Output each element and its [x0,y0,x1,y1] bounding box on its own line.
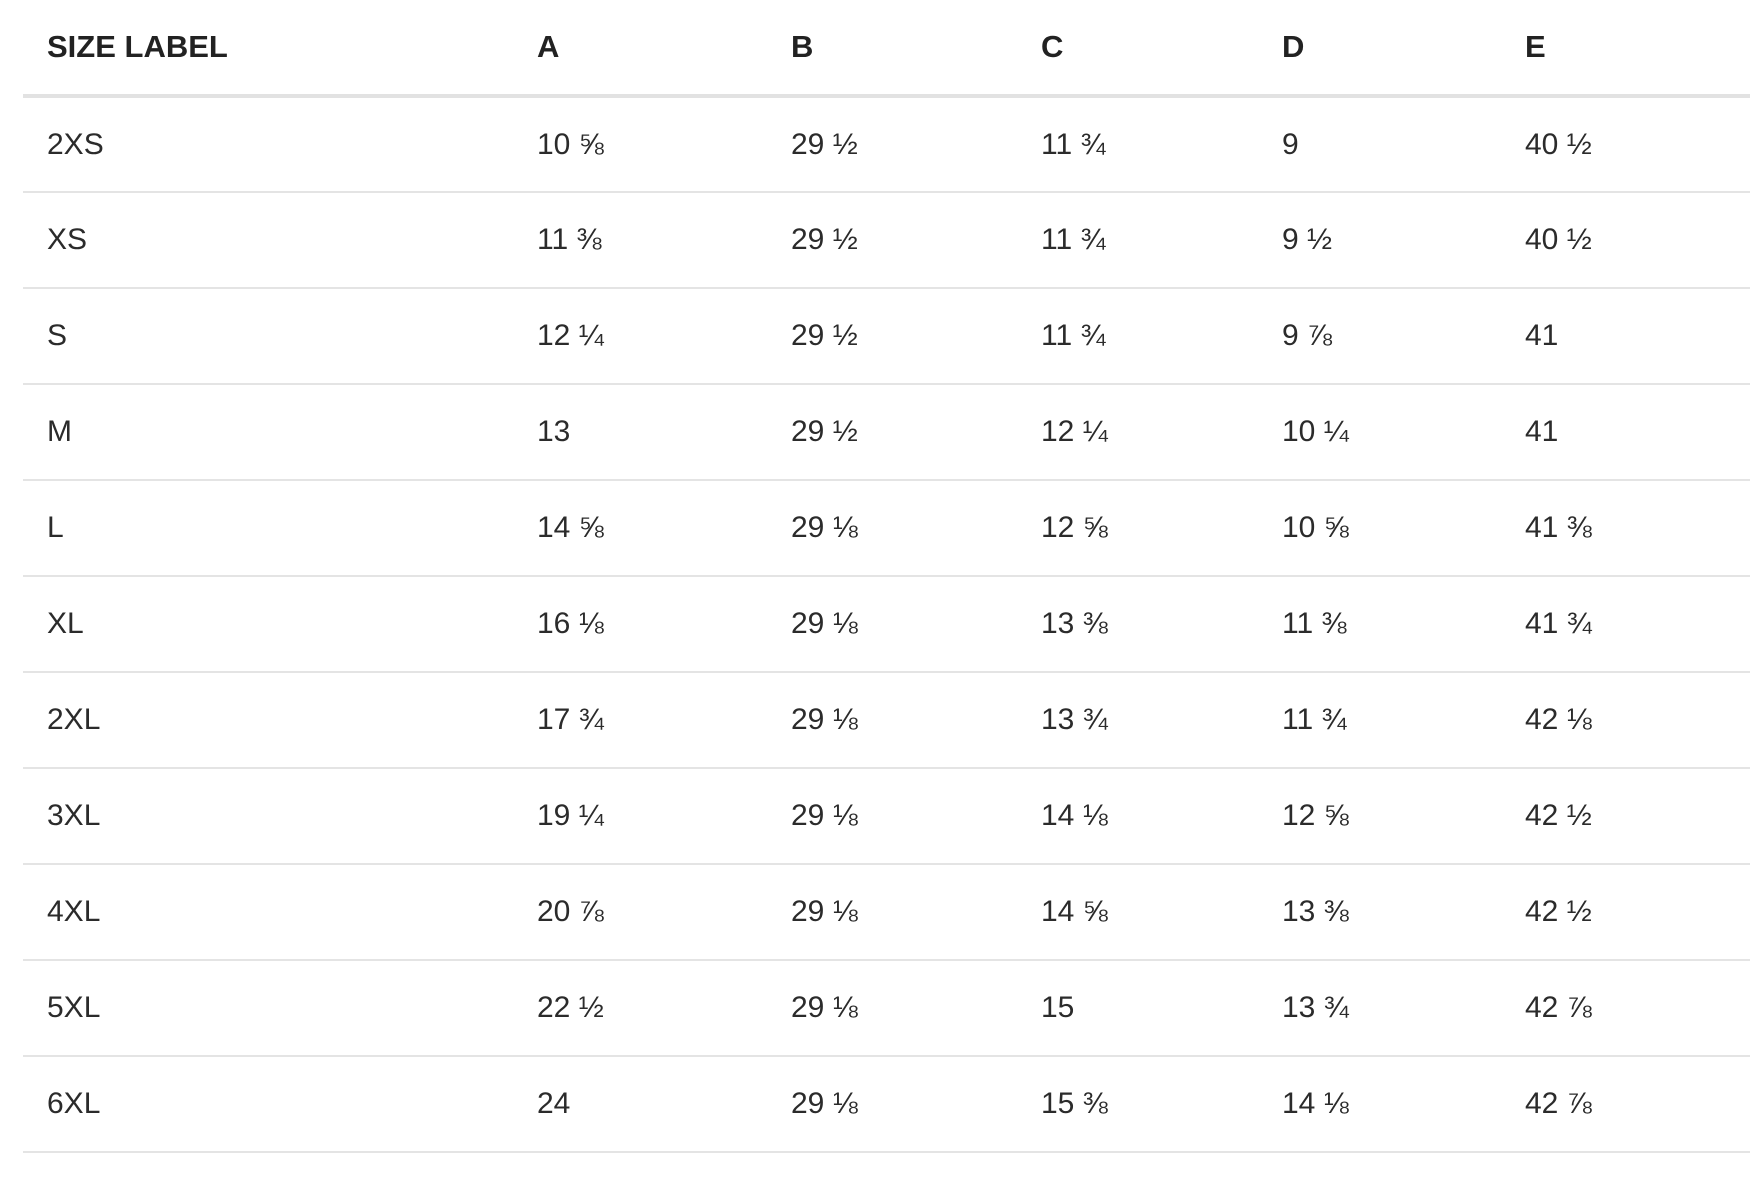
measurement-a-cell: 10 ⅝ [513,96,767,193]
measurement-c-cell: 13 ⅜ [1017,576,1258,673]
header-a: A [513,0,767,98]
measurement-b-cell: 29 ½ [767,288,1017,385]
measurement-e-cell: 40 ½ [1501,192,1750,289]
measurement-c-cell: 14 ⅝ [1017,864,1258,961]
table-row: XL 16 ⅛ 29 ⅛ 13 ⅜ 11 ⅜ 41 ¾ [23,576,1750,673]
measurement-a-cell: 17 ¾ [513,672,767,769]
table-row: 2XS 10 ⅝ 29 ½ 11 ¾ 9 40 ½ [23,96,1750,193]
table-row: S 12 ¼ 29 ½ 11 ¾ 9 ⅞ 41 [23,288,1750,385]
measurement-d-cell: 10 ⅝ [1258,480,1501,577]
measurement-c-cell: 14 ⅛ [1017,768,1258,865]
measurement-a-cell: 22 ½ [513,960,767,1057]
measurement-a-cell: 24 [513,1056,767,1153]
table-row: 4XL 20 ⅞ 29 ⅛ 14 ⅝ 13 ⅜ 42 ½ [23,864,1750,961]
header-row: SIZE LABEL A B C D E [23,0,1750,98]
measurement-b-cell: 29 ⅛ [767,864,1017,961]
measurement-a-cell: 16 ⅛ [513,576,767,673]
size-chart-table: SIZE LABEL A B C D E 2XS 10 ⅝ 29 ½ 11 ¾ … [23,0,1750,1153]
size-label-cell: XS [23,192,513,289]
size-label-cell: 3XL [23,768,513,865]
measurement-e-cell: 42 ½ [1501,864,1750,961]
measurement-b-cell: 29 ⅛ [767,480,1017,577]
table-row: L 14 ⅝ 29 ⅛ 12 ⅝ 10 ⅝ 41 ⅜ [23,480,1750,577]
measurement-b-cell: 29 ⅛ [767,768,1017,865]
size-label-cell: XL [23,576,513,673]
measurement-c-cell: 13 ¾ [1017,672,1258,769]
size-label-cell: S [23,288,513,385]
measurement-b-cell: 29 ⅛ [767,576,1017,673]
size-label-cell: 5XL [23,960,513,1057]
size-label-cell: 6XL [23,1056,513,1153]
header-e: E [1501,0,1750,98]
measurement-a-cell: 12 ¼ [513,288,767,385]
measurement-a-cell: 13 [513,384,767,481]
measurement-a-cell: 11 ⅜ [513,192,767,289]
measurement-d-cell: 14 ⅛ [1258,1056,1501,1153]
size-label-cell: M [23,384,513,481]
measurement-d-cell: 13 ¾ [1258,960,1501,1057]
measurement-b-cell: 29 ⅛ [767,672,1017,769]
measurement-e-cell: 40 ½ [1501,96,1750,193]
measurement-c-cell: 11 ¾ [1017,96,1258,193]
header-d: D [1258,0,1501,98]
measurement-c-cell: 15 [1017,960,1258,1057]
measurement-e-cell: 42 ⅛ [1501,672,1750,769]
measurement-e-cell: 42 ⅞ [1501,960,1750,1057]
table-header: SIZE LABEL A B C D E [23,0,1750,98]
measurement-e-cell: 42 ⅞ [1501,1056,1750,1153]
measurement-d-cell: 13 ⅜ [1258,864,1501,961]
measurement-e-cell: 41 ⅜ [1501,480,1750,577]
measurement-c-cell: 12 ¼ [1017,384,1258,481]
measurement-a-cell: 20 ⅞ [513,864,767,961]
header-c: C [1017,0,1258,98]
measurement-b-cell: 29 ½ [767,96,1017,193]
header-size-label: SIZE LABEL [23,0,513,98]
measurement-e-cell: 42 ½ [1501,768,1750,865]
table-row: 2XL 17 ¾ 29 ⅛ 13 ¾ 11 ¾ 42 ⅛ [23,672,1750,769]
measurement-d-cell: 9 ½ [1258,192,1501,289]
measurement-d-cell: 11 ⅜ [1258,576,1501,673]
measurement-e-cell: 41 [1501,384,1750,481]
size-label-cell: 2XS [23,96,513,193]
size-label-cell: L [23,480,513,577]
measurement-d-cell: 9 [1258,96,1501,193]
table-row: 5XL 22 ½ 29 ⅛ 15 13 ¾ 42 ⅞ [23,960,1750,1057]
measurement-e-cell: 41 ¾ [1501,576,1750,673]
measurement-c-cell: 11 ¾ [1017,192,1258,289]
measurement-e-cell: 41 [1501,288,1750,385]
table-row: M 13 29 ½ 12 ¼ 10 ¼ 41 [23,384,1750,481]
table-row: XS 11 ⅜ 29 ½ 11 ¾ 9 ½ 40 ½ [23,192,1750,289]
table-body: 2XS 10 ⅝ 29 ½ 11 ¾ 9 40 ½ XS 11 ⅜ 29 ½ 1… [23,96,1750,1153]
measurement-a-cell: 19 ¼ [513,768,767,865]
table-row: 3XL 19 ¼ 29 ⅛ 14 ⅛ 12 ⅝ 42 ½ [23,768,1750,865]
measurement-d-cell: 11 ¾ [1258,672,1501,769]
table-row: 6XL 24 29 ⅛ 15 ⅜ 14 ⅛ 42 ⅞ [23,1056,1750,1153]
measurement-c-cell: 11 ¾ [1017,288,1258,385]
header-b: B [767,0,1017,98]
measurement-a-cell: 14 ⅝ [513,480,767,577]
measurement-d-cell: 10 ¼ [1258,384,1501,481]
measurement-b-cell: 29 ½ [767,384,1017,481]
size-label-cell: 4XL [23,864,513,961]
measurement-b-cell: 29 ½ [767,192,1017,289]
measurement-b-cell: 29 ⅛ [767,1056,1017,1153]
measurement-d-cell: 12 ⅝ [1258,768,1501,865]
measurement-c-cell: 15 ⅜ [1017,1056,1258,1153]
measurement-c-cell: 12 ⅝ [1017,480,1258,577]
measurement-d-cell: 9 ⅞ [1258,288,1501,385]
size-label-cell: 2XL [23,672,513,769]
measurement-b-cell: 29 ⅛ [767,960,1017,1057]
